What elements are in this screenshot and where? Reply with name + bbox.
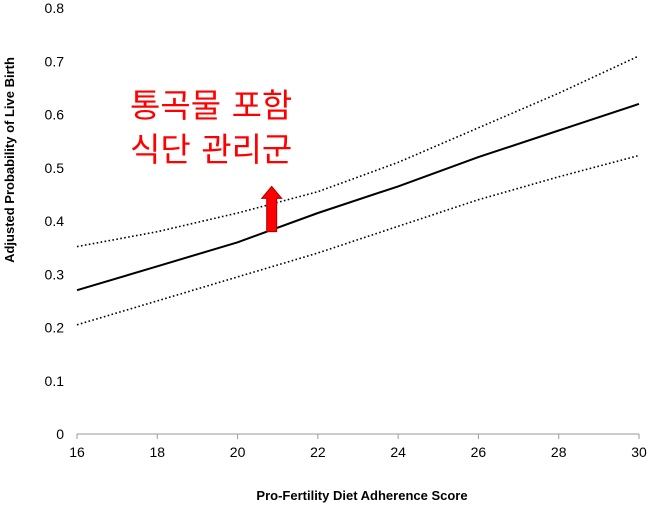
x-tick-label: 28 [551, 444, 567, 460]
y-tick-label: 0.4 [45, 213, 65, 229]
up-arrow-icon [260, 185, 283, 233]
lower-ci-line [76, 154, 640, 326]
annotation-text: 식단 관리군 [130, 130, 292, 169]
y-tick-label: 0.2 [45, 320, 65, 336]
series-layer [76, 55, 640, 326]
annotation-text: 통곡물 포함 [130, 86, 292, 125]
estimate-line [76, 102, 640, 292]
y-axis-ticks: 0 0.1 0.2 0.3 0.4 0.5 0.6 0.7 0.8 [45, 0, 65, 442]
y-tick-label: 0.5 [45, 160, 65, 176]
y-tick-label: 0.1 [45, 373, 65, 389]
y-tick-label: 0.3 [45, 266, 65, 282]
x-tick-label: 26 [471, 444, 487, 460]
y-axis-title: Adjusted Probability of Live Birth [2, 57, 17, 263]
upper-ci-line [76, 55, 640, 248]
y-tick-label: 0.6 [45, 107, 65, 123]
x-tick-label: 16 [69, 444, 85, 460]
y-tick-label: 0 [56, 426, 64, 442]
x-tick-label: 30 [631, 444, 647, 460]
y-tick-label: 0.8 [45, 0, 65, 16]
x-tick-label: 22 [310, 444, 326, 460]
y-tick-label: 0.7 [45, 53, 65, 69]
x-tick-label: 20 [230, 444, 246, 460]
x-axis-ticks: 16 18 20 22 24 26 28 30 [69, 434, 647, 460]
x-axis-title: Pro-Fertility Diet Adherence Score [256, 488, 467, 503]
x-tick-label: 24 [390, 444, 406, 460]
x-tick-label: 18 [149, 444, 165, 460]
